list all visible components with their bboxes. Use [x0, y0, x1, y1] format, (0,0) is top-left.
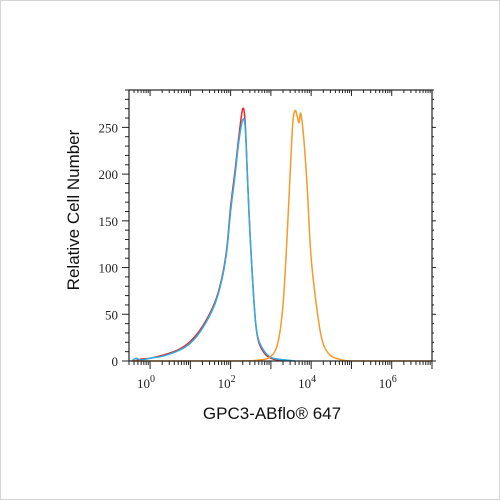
y-tick-label: 250	[99, 120, 119, 135]
y-tick-label: 50	[105, 307, 118, 322]
x-tick-label: 104	[298, 374, 316, 391]
x-tick-label: 100	[137, 374, 155, 391]
plot-area-border	[128, 89, 433, 362]
series-line-3	[131, 109, 432, 362]
y-axis-title: Relative Cell Number	[64, 129, 83, 290]
x-tick-label: 106	[379, 374, 397, 391]
x-axis-title: GPC3-ABflo® 647	[203, 404, 341, 423]
y-tick-label: 150	[99, 214, 119, 229]
series-line-2	[131, 118, 296, 362]
y-tick-label: 0	[112, 354, 119, 369]
x-tick-label: 102	[218, 374, 236, 391]
y-tick-label: 100	[99, 261, 119, 276]
y-tick-label: 200	[99, 167, 119, 182]
series-line-1	[133, 107, 284, 362]
